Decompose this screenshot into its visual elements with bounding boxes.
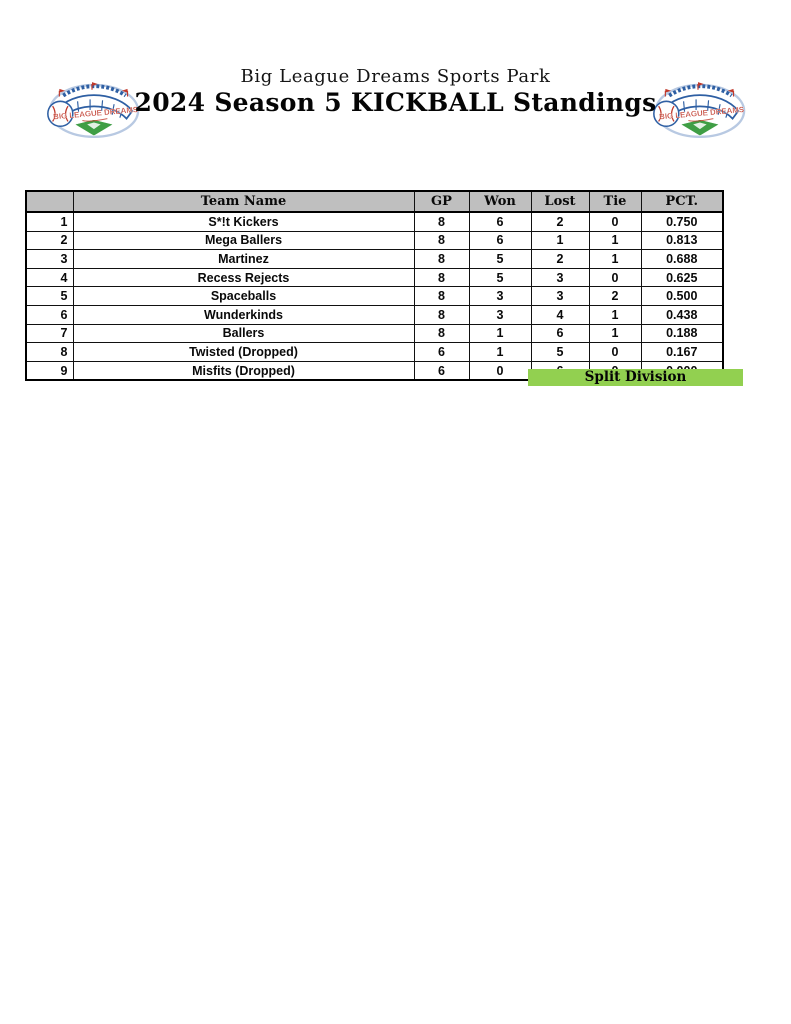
lost-cell: 2 [530,249,590,269]
team-name-cell: Spaceballs [72,286,415,306]
column-header-won: Won [468,190,532,213]
rank-cell: 7 [25,323,74,344]
rank-cell: 1 [25,211,74,232]
team-name-cell: S*!t Kickers [72,211,415,232]
team-name-cell: Martinez [72,249,415,269]
rank-cell: 2 [25,230,74,251]
table-row: 7 Ballers 8 1 6 1 0.188 [25,323,724,344]
column-header-gp: GP [413,190,470,213]
rank-cell: 6 [25,304,74,325]
lost-cell: 3 [530,286,590,306]
park-name-title: Big League Dreams Sports Park [240,66,551,87]
pct-cell: 0.167 [640,342,724,362]
won-cell: 3 [468,286,532,306]
pct-cell: 0.188 [640,323,724,344]
standings-table-header: Team Name GP Won Lost Tie PCT. [25,190,724,213]
won-cell: 6 [468,230,532,251]
table-row: 3 Martinez 8 5 2 1 0.688 [25,249,724,269]
won-cell: 1 [468,342,532,362]
standings-table: Team Name GP Won Lost Tie PCT. 1 S*!t Ki… [25,190,724,382]
tie-cell: 1 [588,249,642,269]
pct-cell: 0.625 [640,267,724,288]
gp-cell: 8 [413,230,470,251]
won-cell: 6 [468,211,532,232]
team-name-cell: Recess Rejects [72,267,415,288]
gp-cell: 8 [413,249,470,269]
lost-cell: 2 [530,211,590,232]
table-row: 1 S*!t Kickers 8 6 2 0 0.750 [25,211,724,232]
document-header: Big League Dreams Sports Park 2024 Seaso… [0,66,791,117]
team-name-cell: Mega Ballers [72,230,415,251]
gp-cell: 8 [413,286,470,306]
won-cell: 5 [468,267,532,288]
table-row: 8 Twisted (Dropped) 6 1 5 0 0.167 [25,342,724,362]
rank-cell: 9 [25,360,74,381]
tie-cell: 1 [588,323,642,344]
rank-cell: 5 [25,286,74,306]
gp-cell: 6 [413,360,470,381]
column-header-pct: PCT. [640,190,724,213]
gp-cell: 8 [413,323,470,344]
won-cell: 3 [468,304,532,325]
table-row: 5 Spaceballs 8 3 3 2 0.500 [25,286,724,306]
big-league-dreams-logo-left: BIG LEAGUE DREAMS [44,76,140,142]
header-row: Team Name GP Won Lost Tie PCT. [25,190,724,213]
tie-cell: 0 [588,267,642,288]
lost-cell: 6 [530,323,590,344]
column-header-rank [25,190,74,213]
rank-cell: 8 [25,342,74,362]
team-name-cell: Ballers [72,323,415,344]
table-row: 2 Mega Ballers 8 6 1 1 0.813 [25,230,724,251]
pct-cell: 0.813 [640,230,724,251]
tie-cell: 1 [588,304,642,325]
tie-cell: 0 [588,211,642,232]
stadium-baseball-logo-icon: BIG LEAGUE DREAMS [47,82,140,139]
column-header-lost: Lost [530,190,590,213]
stadium-baseball-logo-icon: BIG LEAGUE DREAMS [653,82,746,139]
column-header-tie: Tie [588,190,642,213]
table-row: 6 Wunderkinds 8 3 4 1 0.438 [25,304,724,325]
pct-cell: 0.438 [640,304,724,325]
pct-cell: 0.750 [640,211,724,232]
won-cell: 5 [468,249,532,269]
tie-cell: 1 [588,230,642,251]
team-name-cell: Twisted (Dropped) [72,342,415,362]
gp-cell: 8 [413,267,470,288]
rank-cell: 3 [25,249,74,269]
split-division-badge: Split Division [528,369,743,386]
column-header-team-name: Team Name [72,190,415,213]
lost-cell: 5 [530,342,590,362]
page-title: 2024 Season 5 KICKBALL Standings [134,88,657,117]
big-league-dreams-logo-right: BIG LEAGUE DREAMS [650,76,746,142]
rank-cell: 4 [25,267,74,288]
lost-cell: 1 [530,230,590,251]
gp-cell: 8 [413,211,470,232]
tie-cell: 2 [588,286,642,306]
lost-cell: 3 [530,267,590,288]
tie-cell: 0 [588,342,642,362]
team-name-cell: Wunderkinds [72,304,415,325]
won-cell: 1 [468,323,532,344]
lost-cell: 4 [530,304,590,325]
table-row: 4 Recess Rejects 8 5 3 0 0.625 [25,267,724,288]
gp-cell: 6 [413,342,470,362]
standings-body: 1 S*!t Kickers 8 6 2 0 0.750 2 Mega Ball… [25,211,724,381]
pct-cell: 0.500 [640,286,724,306]
gp-cell: 8 [413,304,470,325]
pct-cell: 0.688 [640,249,724,269]
won-cell: 0 [468,360,532,381]
team-name-cell: Misfits (Dropped) [72,360,415,381]
